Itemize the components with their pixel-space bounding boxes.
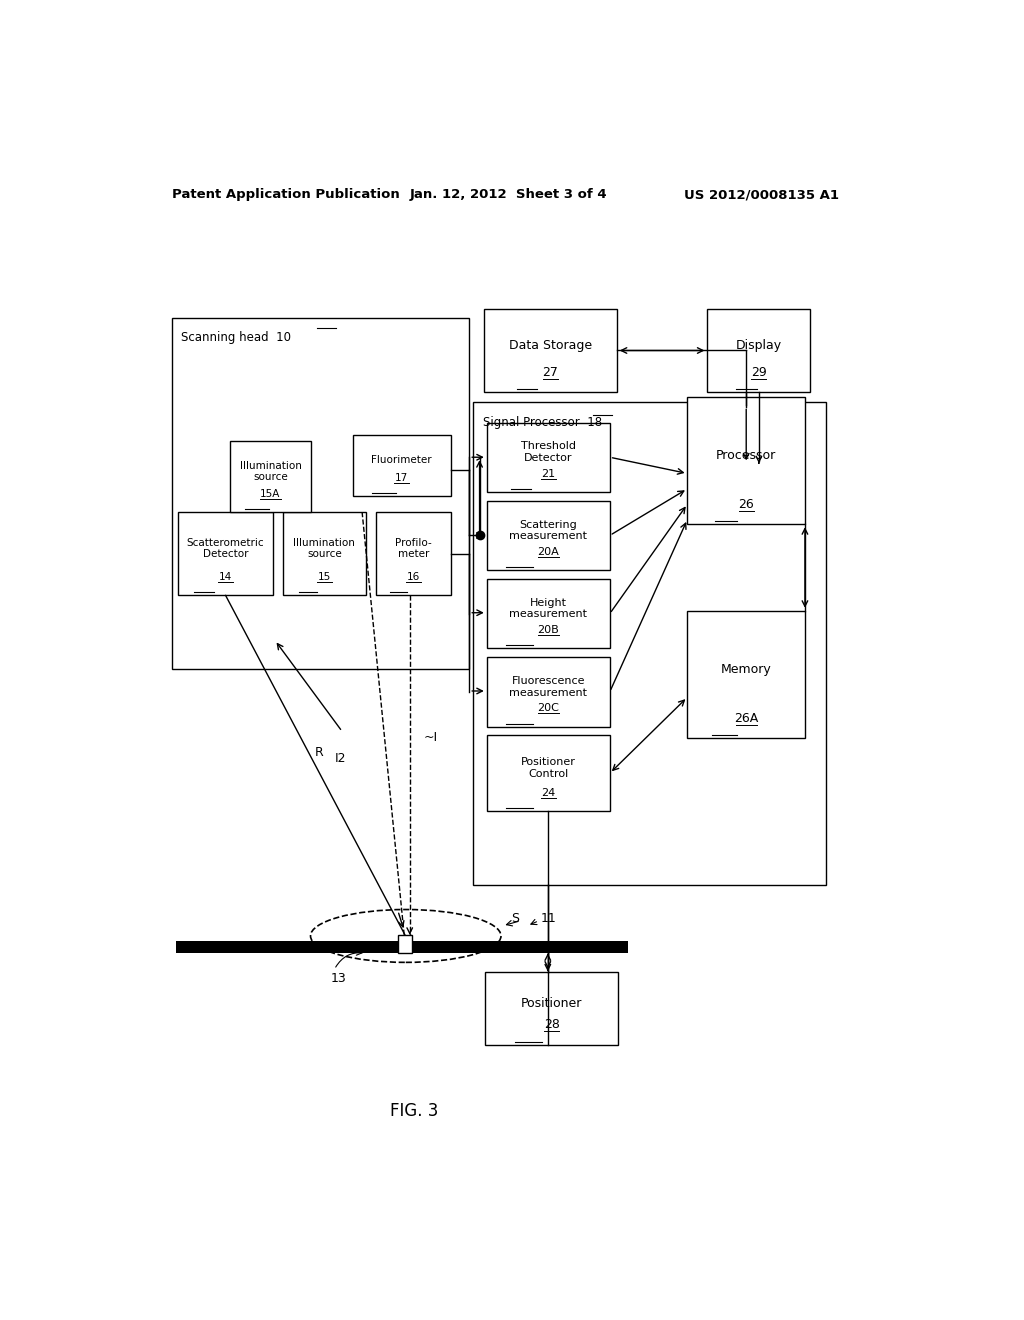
FancyBboxPatch shape: [229, 441, 311, 512]
Bar: [176, 941, 628, 953]
FancyBboxPatch shape: [486, 735, 609, 810]
FancyBboxPatch shape: [172, 318, 469, 669]
Text: 26A: 26A: [734, 711, 759, 725]
Text: Data Storage: Data Storage: [509, 339, 592, 352]
FancyBboxPatch shape: [485, 972, 618, 1044]
Text: 20C: 20C: [538, 704, 559, 713]
Text: 29: 29: [751, 366, 767, 379]
Text: 28: 28: [544, 1019, 560, 1031]
Text: 15A: 15A: [260, 488, 281, 499]
Text: 24: 24: [541, 788, 555, 797]
FancyBboxPatch shape: [178, 512, 273, 595]
Text: Positioner: Positioner: [521, 997, 583, 1010]
FancyBboxPatch shape: [352, 434, 451, 496]
Text: 11: 11: [541, 912, 556, 925]
Text: Illumination
source: Illumination source: [294, 537, 355, 560]
Text: 21: 21: [541, 469, 555, 479]
Text: 26: 26: [738, 498, 754, 511]
Text: 15: 15: [317, 573, 331, 582]
Text: 27: 27: [543, 366, 558, 379]
FancyBboxPatch shape: [486, 500, 609, 570]
Text: ~I: ~I: [424, 731, 438, 744]
Text: Scatterometric
Detector: Scatterometric Detector: [186, 537, 264, 560]
FancyBboxPatch shape: [483, 309, 616, 392]
Text: 14: 14: [219, 573, 232, 582]
Text: Threshold
Detector: Threshold Detector: [521, 441, 575, 463]
Text: Signal Processor  18: Signal Processor 18: [482, 416, 602, 429]
Text: Positioner
Control: Positioner Control: [521, 756, 575, 779]
Text: Processor: Processor: [716, 449, 776, 462]
Text: Jan. 12, 2012  Sheet 3 of 4: Jan. 12, 2012 Sheet 3 of 4: [410, 189, 607, 202]
FancyBboxPatch shape: [486, 657, 609, 726]
FancyBboxPatch shape: [708, 309, 811, 392]
Text: Fluorimeter: Fluorimeter: [372, 455, 432, 465]
Text: Illumination
source: Illumination source: [240, 461, 301, 482]
Text: Patent Application Publication: Patent Application Publication: [172, 189, 399, 202]
FancyBboxPatch shape: [687, 397, 805, 524]
FancyBboxPatch shape: [473, 403, 826, 886]
FancyBboxPatch shape: [376, 512, 451, 595]
FancyBboxPatch shape: [486, 422, 609, 492]
Text: S: S: [511, 912, 519, 925]
FancyBboxPatch shape: [283, 512, 367, 595]
Text: 16: 16: [407, 573, 420, 582]
Text: 13: 13: [331, 972, 346, 985]
FancyBboxPatch shape: [687, 611, 805, 738]
Text: 20B: 20B: [538, 626, 559, 635]
Text: Scattering
measurement: Scattering measurement: [509, 520, 587, 541]
Text: Display: Display: [736, 339, 782, 352]
Text: 17: 17: [395, 473, 409, 483]
Bar: [397, 935, 412, 953]
Text: Fluorescence
measurement: Fluorescence measurement: [509, 676, 587, 698]
Text: US 2012/0008135 A1: US 2012/0008135 A1: [684, 189, 839, 202]
Text: 20A: 20A: [538, 546, 559, 557]
Text: FIG. 3: FIG. 3: [389, 1102, 438, 1119]
Text: Profilo-
meter: Profilo- meter: [395, 537, 432, 560]
Text: Scanning head  10: Scanning head 10: [181, 331, 291, 345]
Text: Memory: Memory: [721, 663, 772, 676]
Text: R: R: [314, 747, 324, 759]
Text: Height
measurement: Height measurement: [509, 598, 587, 619]
FancyBboxPatch shape: [486, 579, 609, 648]
Text: I2: I2: [335, 751, 346, 764]
